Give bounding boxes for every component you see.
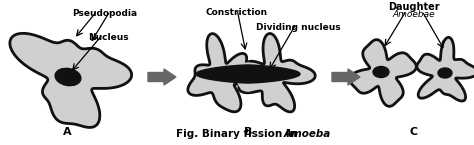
Text: B: B <box>244 127 252 137</box>
Text: Daughter: Daughter <box>388 2 440 12</box>
PathPatch shape <box>196 65 300 83</box>
PathPatch shape <box>239 33 315 112</box>
Text: Nucleus: Nucleus <box>88 33 128 42</box>
PathPatch shape <box>188 34 259 112</box>
FancyArrow shape <box>332 69 360 85</box>
Ellipse shape <box>237 63 259 91</box>
Text: Amoeba: Amoeba <box>284 129 331 139</box>
Text: A: A <box>63 127 71 137</box>
FancyArrow shape <box>148 69 176 85</box>
Text: Dividing nucleus: Dividing nucleus <box>255 23 340 32</box>
PathPatch shape <box>417 37 474 101</box>
Ellipse shape <box>438 68 452 78</box>
Ellipse shape <box>373 67 389 77</box>
Text: C: C <box>410 127 418 137</box>
Text: Fig. Binary fission in: Fig. Binary fission in <box>176 129 301 139</box>
Text: Amoebae: Amoebae <box>392 10 435 19</box>
PathPatch shape <box>350 40 416 106</box>
PathPatch shape <box>10 33 132 127</box>
Ellipse shape <box>55 68 81 86</box>
Text: Pseudopodia: Pseudopodia <box>73 9 137 18</box>
Text: Constriction: Constriction <box>206 8 268 17</box>
